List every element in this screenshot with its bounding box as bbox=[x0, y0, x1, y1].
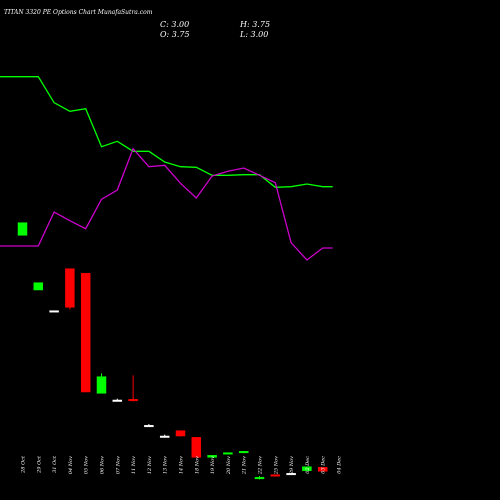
x-tick-label: 05 Nov bbox=[84, 456, 90, 474]
high-label: H: 3.75 bbox=[239, 20, 270, 29]
candle-body bbox=[175, 430, 186, 437]
candle bbox=[191, 437, 202, 458]
candle bbox=[49, 310, 59, 313]
x-tick-label: 28 Oct bbox=[21, 455, 27, 474]
candle-body bbox=[270, 474, 281, 477]
candle-body bbox=[317, 467, 328, 472]
candle bbox=[65, 268, 75, 310]
x-tick-label: 04 Nov bbox=[68, 456, 74, 474]
indicator-line-2 bbox=[0, 147, 333, 261]
x-tick-label: 12 Nov bbox=[147, 456, 153, 474]
candle bbox=[112, 398, 123, 402]
candle bbox=[254, 476, 265, 480]
x-tick-label: 11 Nov bbox=[131, 456, 137, 474]
candle bbox=[144, 424, 154, 428]
candle-body bbox=[144, 425, 154, 428]
candle bbox=[33, 282, 44, 291]
x-tick-label: 18 Nov bbox=[194, 456, 200, 474]
candle-body bbox=[286, 473, 296, 476]
close-label: C: 3.00 bbox=[160, 20, 189, 29]
candle bbox=[17, 222, 28, 236]
candle-body bbox=[302, 466, 312, 471]
candle-body bbox=[33, 282, 44, 291]
candle-body bbox=[17, 222, 28, 236]
x-tick-label: 04 Dec bbox=[337, 456, 343, 474]
candle-body bbox=[191, 437, 202, 458]
x-tick-label: 25 Nov bbox=[273, 456, 279, 475]
candle-body bbox=[80, 273, 91, 393]
candle-body bbox=[96, 376, 107, 394]
candle bbox=[207, 455, 217, 458]
candle-body bbox=[49, 310, 59, 313]
candle-body bbox=[207, 455, 217, 458]
candle bbox=[175, 430, 186, 437]
chart-title: TITAN 3320 PE Options Chart MunafaSutra.… bbox=[4, 9, 153, 16]
candle bbox=[238, 451, 249, 454]
candle-layer bbox=[17, 222, 328, 480]
x-tick-label: 21 Nov bbox=[242, 456, 248, 475]
candle-body bbox=[112, 399, 123, 402]
candle-body bbox=[223, 452, 233, 455]
x-tick-label: 13 Nov bbox=[163, 456, 169, 474]
candle-body bbox=[159, 435, 170, 438]
low-label: L: 3.00 bbox=[239, 30, 268, 39]
candle-body bbox=[65, 268, 75, 308]
open-label: O: 3.75 bbox=[160, 30, 190, 39]
x-tick-label: 03 Dec bbox=[321, 456, 327, 474]
candle bbox=[317, 467, 328, 472]
x-tick-label: 06 Nov bbox=[100, 456, 106, 474]
x-tick-label: 14 Nov bbox=[179, 456, 185, 474]
x-tick-label: 02 Dec bbox=[305, 456, 311, 474]
x-tick-label: 31 Oct bbox=[52, 455, 58, 473]
x-tick-label: 22 Nov bbox=[258, 456, 264, 475]
x-axis-ticks: 28 Oct 29 Oct 31 Oct 04 Nov 05 Nov 06 Nov 07 N… bbox=[21, 455, 343, 475]
candle bbox=[223, 452, 233, 455]
candle bbox=[159, 434, 170, 438]
indicator-line-1 bbox=[0, 76, 333, 188]
candle-body bbox=[238, 451, 249, 454]
candle bbox=[270, 474, 281, 477]
indicator-layer bbox=[0, 76, 333, 261]
x-tick-label: 20 Nov bbox=[226, 456, 232, 475]
candle bbox=[286, 473, 296, 476]
x-tick-label: 29 Oct bbox=[36, 455, 42, 474]
candle bbox=[128, 375, 138, 402]
x-tick-label: 19 Nov bbox=[210, 456, 216, 474]
candle-body bbox=[128, 399, 138, 402]
candle-body bbox=[254, 477, 265, 480]
candle bbox=[302, 466, 312, 471]
x-tick-label: 29 Nov bbox=[289, 456, 295, 475]
candle bbox=[80, 273, 91, 393]
candle bbox=[96, 373, 107, 394]
x-tick-label: 07 Nov bbox=[115, 456, 121, 474]
